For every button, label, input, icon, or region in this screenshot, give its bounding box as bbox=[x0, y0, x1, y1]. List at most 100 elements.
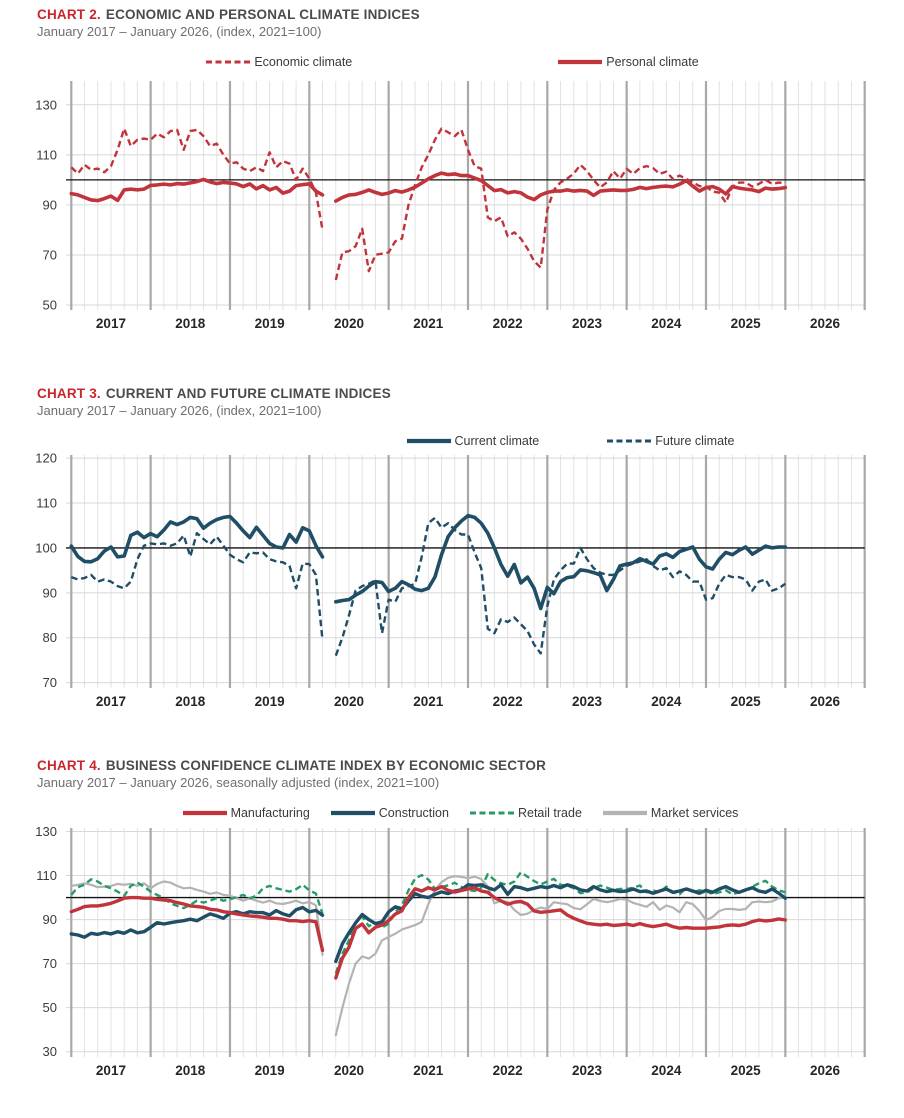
chart-3-subtitle: January 2017 – January 2026, (index, 202… bbox=[37, 403, 322, 418]
chart-2-line-personal-climate bbox=[69, 171, 788, 203]
svg-text:120: 120 bbox=[35, 451, 57, 466]
chart-3-gridlines bbox=[66, 455, 866, 688]
svg-text:2023: 2023 bbox=[572, 1063, 603, 1078]
chart-4-title-prefix: CHART 4. bbox=[37, 758, 101, 773]
svg-text:2020: 2020 bbox=[334, 694, 364, 709]
svg-text:90: 90 bbox=[43, 585, 57, 600]
svg-text:2018: 2018 bbox=[175, 694, 206, 709]
report-page: CHART 2. ECONOMIC AND PERSONAL CLIMATE IN… bbox=[0, 6, 904, 1084]
chart-4-section: CHART 4. BUSINESS CONFIDENCE CLIMATE INDE… bbox=[0, 757, 904, 1084]
svg-text:2019: 2019 bbox=[255, 694, 285, 709]
svg-text:2026: 2026 bbox=[810, 694, 841, 709]
svg-text:2025: 2025 bbox=[731, 694, 762, 709]
legend-item-manufacturing: Manufacturing bbox=[182, 806, 310, 820]
chart-3-line-current-climate bbox=[69, 513, 788, 611]
svg-text:2023: 2023 bbox=[572, 316, 603, 331]
svg-text:70: 70 bbox=[43, 956, 57, 971]
chart-2-title: CHART 2. ECONOMIC AND PERSONAL CLIMATE IN… bbox=[37, 6, 904, 23]
chart-3-title-prefix: CHART 3. bbox=[37, 386, 101, 401]
solid-line-swatch-icon bbox=[602, 810, 647, 816]
svg-text:110: 110 bbox=[36, 868, 57, 883]
legend-label: Economic climate bbox=[254, 55, 353, 69]
chart-2-subtitle: January 2017 – January 2026, (index, 202… bbox=[37, 24, 322, 39]
svg-text:2019: 2019 bbox=[255, 316, 285, 331]
solid-line-swatch-icon bbox=[182, 810, 227, 816]
chart-2-line-economic-climate bbox=[70, 127, 786, 281]
chart-2-gridlines bbox=[66, 81, 866, 310]
chart-4-title-text: BUSINESS CONFIDENCE CLIMATE INDEX BY ECO… bbox=[105, 758, 547, 773]
svg-text:110: 110 bbox=[36, 147, 57, 162]
svg-text:2020: 2020 bbox=[334, 1063, 364, 1078]
legend-label: Future climate bbox=[655, 434, 735, 448]
svg-text:2022: 2022 bbox=[493, 694, 523, 709]
dashed-line-swatch-icon bbox=[607, 439, 652, 443]
legend-item-construction: Construction bbox=[330, 806, 449, 820]
legend-label: Manufacturing bbox=[230, 806, 310, 820]
chart-4-series bbox=[69, 871, 787, 1037]
chart-3-title: CHART 3. CURRENT AND FUTURE CLIMATE INDIC… bbox=[37, 385, 904, 402]
chart-3-x-axis-labels: 2017 2018 2019 2020 2021 2022 2023 2024 2025 2026 bbox=[96, 694, 841, 709]
legend-label: Market services bbox=[650, 806, 739, 820]
svg-text:2025: 2025 bbox=[731, 316, 762, 331]
solid-line-swatch-icon bbox=[406, 438, 451, 444]
dashed-line-swatch-icon bbox=[469, 811, 514, 815]
legend-label: Retail trade bbox=[517, 806, 582, 820]
svg-text:50: 50 bbox=[43, 1000, 57, 1015]
legend-item-market-services: Market services bbox=[602, 806, 739, 820]
chart-4-legend: Manufacturing Construction Retail trade Mar… bbox=[8, 805, 904, 821]
chart-3-section: CHART 3. CURRENT AND FUTURE CLIMATE INDIC… bbox=[0, 385, 904, 715]
svg-text:2017: 2017 bbox=[96, 1063, 126, 1078]
svg-text:2024: 2024 bbox=[651, 694, 682, 709]
svg-text:70: 70 bbox=[43, 675, 57, 690]
legend-item-future-climate: Future climate bbox=[606, 434, 734, 448]
svg-text:110: 110 bbox=[36, 496, 57, 511]
svg-text:2019: 2019 bbox=[255, 1063, 285, 1078]
legend-item-personal-climate: Personal climate bbox=[557, 55, 699, 69]
svg-text:80: 80 bbox=[43, 630, 57, 645]
svg-text:130: 130 bbox=[35, 824, 57, 839]
chart-4-line-market-services bbox=[70, 875, 787, 1037]
chart-3-legend: Current climate Future climate bbox=[118, 433, 904, 449]
chart-4-x-axis-labels: 2017 2018 2019 2020 2021 2022 2023 2024 2025 2026 bbox=[96, 1063, 841, 1078]
dashed-line-swatch-icon bbox=[206, 60, 251, 64]
svg-text:2018: 2018 bbox=[175, 1063, 206, 1078]
chart-2-canvas: 130 110 90 70 50 2017 2018 2019 2020 2021 2022 2023… bbox=[35, 81, 866, 331]
svg-text:2022: 2022 bbox=[493, 316, 523, 331]
chart-2-legend: Economic climate Personal climate bbox=[0, 54, 904, 70]
svg-text:30: 30 bbox=[43, 1044, 57, 1059]
svg-text:2017: 2017 bbox=[96, 316, 126, 331]
legend-label: Personal climate bbox=[606, 55, 699, 69]
svg-text:2024: 2024 bbox=[651, 1063, 682, 1078]
chart-3-series bbox=[69, 513, 788, 657]
svg-text:100: 100 bbox=[35, 540, 57, 555]
solid-line-swatch-icon bbox=[558, 59, 603, 65]
svg-text:90: 90 bbox=[43, 912, 57, 927]
svg-text:2023: 2023 bbox=[572, 694, 603, 709]
chart-4-gridlines bbox=[66, 828, 866, 1057]
svg-text:50: 50 bbox=[43, 297, 57, 312]
svg-text:2026: 2026 bbox=[810, 316, 841, 331]
svg-text:2018: 2018 bbox=[175, 316, 206, 331]
svg-text:2017: 2017 bbox=[96, 694, 126, 709]
legend-label: Current climate bbox=[454, 434, 540, 448]
legend-label: Construction bbox=[378, 806, 449, 820]
chart-4-subtitle: January 2017 – January 2026, seasonally … bbox=[37, 775, 440, 790]
svg-text:2021: 2021 bbox=[413, 1063, 444, 1078]
solid-line-swatch-icon bbox=[330, 810, 375, 816]
chart-3-y-axis-labels: 120 110 100 90 80 70 bbox=[35, 451, 57, 690]
svg-text:2025: 2025 bbox=[731, 1063, 762, 1078]
chart-4-y-axis-labels: 130 110 90 70 50 30 bbox=[35, 824, 57, 1059]
svg-text:2021: 2021 bbox=[413, 316, 444, 331]
chart-2-title-text: ECONOMIC AND PERSONAL CLIMATE INDICES bbox=[105, 7, 420, 22]
legend-item-current-climate: Current climate bbox=[406, 434, 540, 448]
svg-text:2020: 2020 bbox=[334, 316, 364, 331]
chart-3-title-text: CURRENT AND FUTURE CLIMATE INDICES bbox=[105, 386, 391, 401]
svg-text:70: 70 bbox=[43, 247, 57, 262]
chart-4-line-construction bbox=[69, 883, 787, 964]
chart-2-section: CHART 2. ECONOMIC AND PERSONAL CLIMATE IN… bbox=[0, 6, 904, 337]
svg-text:2022: 2022 bbox=[493, 1063, 523, 1078]
svg-text:2026: 2026 bbox=[810, 1063, 841, 1078]
svg-text:2021: 2021 bbox=[413, 694, 444, 709]
